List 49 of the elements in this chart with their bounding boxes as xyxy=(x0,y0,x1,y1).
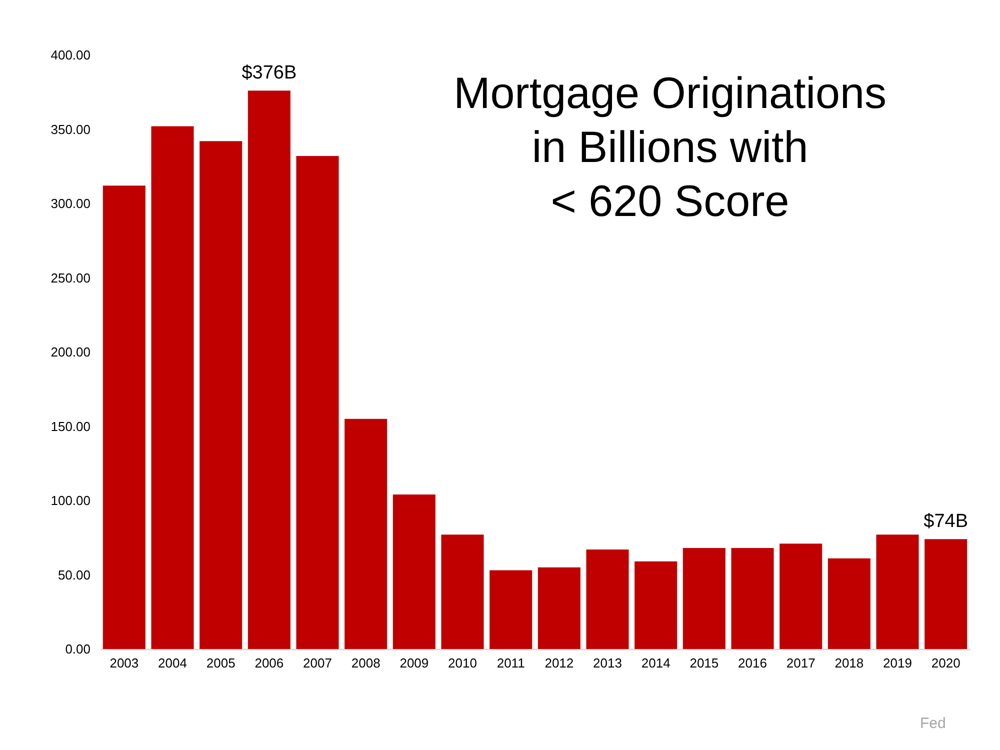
text: Mortgage Originations in Billions with < 620 Score xyxy=(454,69,886,226)
y-tick-label: 400.00 xyxy=(50,48,90,62)
x-tick-label: 2007 xyxy=(303,656,332,670)
bar xyxy=(344,418,388,649)
x-tick-label: 2020 xyxy=(931,656,960,670)
bar xyxy=(876,534,919,649)
x-tick-label: 2008 xyxy=(351,656,380,670)
x-tick-label: 2018 xyxy=(834,656,864,670)
y-tick-label: 0.00 xyxy=(65,642,90,656)
bar xyxy=(828,558,870,649)
y-tick-label: 350.00 xyxy=(50,122,90,137)
bar xyxy=(780,544,822,649)
x-tick-label: 2009 xyxy=(400,656,429,670)
x-tick-label: 2016 xyxy=(738,656,767,670)
x-tick-label: 2004 xyxy=(158,656,187,670)
bar xyxy=(586,550,629,649)
x-tick-label: 2013 xyxy=(593,656,622,670)
x-tick-label: 2005 xyxy=(206,656,236,670)
bar xyxy=(924,539,968,649)
bar xyxy=(490,570,532,649)
x-tick-label: 2015 xyxy=(690,656,719,670)
x-tick-label: 2006 xyxy=(254,656,284,670)
data-label: $376B xyxy=(242,62,297,84)
x-tick-label: 2011 xyxy=(496,656,525,670)
bar xyxy=(441,534,484,649)
bar xyxy=(731,548,774,649)
bar xyxy=(634,561,678,649)
x-tick-label: 2003 xyxy=(110,656,139,670)
bar xyxy=(151,126,194,649)
bar xyxy=(296,156,339,649)
x-tick-label: 2014 xyxy=(641,656,670,670)
y-tick-label: 50.00 xyxy=(58,567,90,582)
y-tick-label: 100.00 xyxy=(50,493,90,508)
bar xyxy=(248,90,290,649)
x-tick-label: 2019 xyxy=(883,656,912,670)
bar xyxy=(102,186,146,649)
y-tick-label: 250.00 xyxy=(50,270,90,286)
bar xyxy=(682,548,726,649)
y-tick-label: 150.00 xyxy=(50,418,90,434)
data-label: $74B xyxy=(924,511,968,532)
bar xyxy=(200,141,242,649)
y-tick-label: 200.00 xyxy=(50,344,90,360)
bar xyxy=(392,494,436,649)
text: Fed xyxy=(920,715,946,732)
x-tick-label: 2012 xyxy=(544,656,574,670)
y-tick-label: 300.00 xyxy=(50,196,90,211)
x-tick-label: 2010 xyxy=(448,656,477,670)
bar xyxy=(538,567,580,649)
x-tick-label: 2017 xyxy=(786,656,816,670)
